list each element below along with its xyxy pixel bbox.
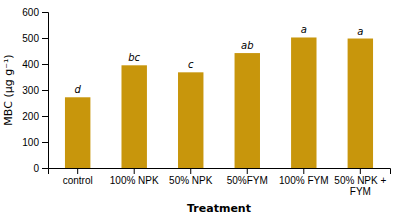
x-tick: 100% FYM xyxy=(279,168,328,186)
x-tick-mark xyxy=(360,168,361,174)
x-tick-label-line: 100% FYM xyxy=(279,175,328,186)
x-tick-mark xyxy=(134,168,135,174)
x-tick-label-line: control xyxy=(63,175,93,186)
significance-label: a xyxy=(357,26,363,37)
x-tick-mark xyxy=(190,168,191,174)
y-tick: 100 xyxy=(22,137,48,148)
bar xyxy=(348,39,373,168)
chart-svg: d bc c ab a a 0 100 200 300 400 500 600 control 100% N… xyxy=(0,0,400,218)
annotations: d bc c ab a a xyxy=(74,24,363,95)
y-tick: 600 xyxy=(22,7,48,18)
y-axis-title: MBC (µg g⁻¹) xyxy=(2,54,15,125)
y-axis-line xyxy=(42,13,49,169)
bar xyxy=(291,37,316,168)
y-tick-label: 200 xyxy=(22,111,39,122)
x-tick-label: 50% NPK +FYM xyxy=(334,175,386,197)
chart-container: d bc c ab a a 0 100 200 300 400 500 600 control 100% N… xyxy=(0,0,400,218)
y-tick-mark xyxy=(42,38,48,39)
bar xyxy=(178,72,203,168)
y-tick-label: 100 xyxy=(22,137,39,148)
y-tick: 200 xyxy=(22,111,48,122)
plot-area: d bc c ab a a 0 100 200 300 400 500 600 control 100% N… xyxy=(22,7,390,197)
y-tick-label: 600 xyxy=(22,7,39,18)
x-tick-mark xyxy=(247,168,248,174)
x-tick-label-line: 50% NPK xyxy=(169,175,213,186)
bar xyxy=(235,53,260,168)
x-tick-label: control xyxy=(63,175,93,186)
y-tick-mark xyxy=(42,64,48,65)
significance-label: ab xyxy=(241,40,253,51)
significance-label: d xyxy=(74,84,81,95)
x-tick-label-line: 100% NPK xyxy=(110,175,159,186)
bar xyxy=(65,97,90,168)
y-tick-mark xyxy=(42,116,48,117)
y-tick: 0 xyxy=(33,163,48,174)
x-tick-label-line: 50% NPK + xyxy=(334,175,386,186)
y-tick-mark xyxy=(42,90,48,91)
x-axis: control 100% NPK 50% NPK 50%FYM 100% FYM 50% … xyxy=(49,168,391,197)
x-tick: 50% NPK xyxy=(169,168,213,186)
significance-label: bc xyxy=(128,52,140,63)
x-axis-line xyxy=(49,169,391,175)
x-tick-label: 100% NPK xyxy=(110,175,159,186)
x-tick-label: 50% NPK xyxy=(169,175,213,186)
y-tick-mark xyxy=(42,168,48,169)
x-tick-mark xyxy=(77,168,78,174)
bars xyxy=(65,37,373,168)
x-tick-label-line: 50%FYM xyxy=(227,175,268,186)
y-tick: 300 xyxy=(22,85,48,96)
bar xyxy=(121,65,146,168)
x-tick: 50%FYM xyxy=(227,168,268,186)
significance-label: c xyxy=(188,59,194,70)
y-tick-mark xyxy=(42,12,48,13)
x-tick-label: 50%FYM xyxy=(227,175,268,186)
x-axis-title: Treatment xyxy=(187,202,251,215)
y-tick-mark xyxy=(42,142,48,143)
x-tick-label: 100% FYM xyxy=(279,175,328,186)
significance-label: a xyxy=(301,24,307,35)
x-tick-label-line: FYM xyxy=(350,186,371,197)
y-tick: 400 xyxy=(22,59,48,70)
y-tick-label: 0 xyxy=(33,163,39,174)
y-tick: 500 xyxy=(22,33,48,44)
y-tick-label: 300 xyxy=(22,85,39,96)
y-axis: 0 100 200 300 400 500 600 xyxy=(22,7,48,174)
y-tick-label: 400 xyxy=(22,59,39,70)
x-tick: 100% NPK xyxy=(110,168,159,186)
x-tick: 50% NPK +FYM xyxy=(334,168,386,197)
x-tick: control xyxy=(63,168,93,186)
x-tick-mark xyxy=(303,168,304,174)
y-tick-label: 500 xyxy=(22,33,39,44)
